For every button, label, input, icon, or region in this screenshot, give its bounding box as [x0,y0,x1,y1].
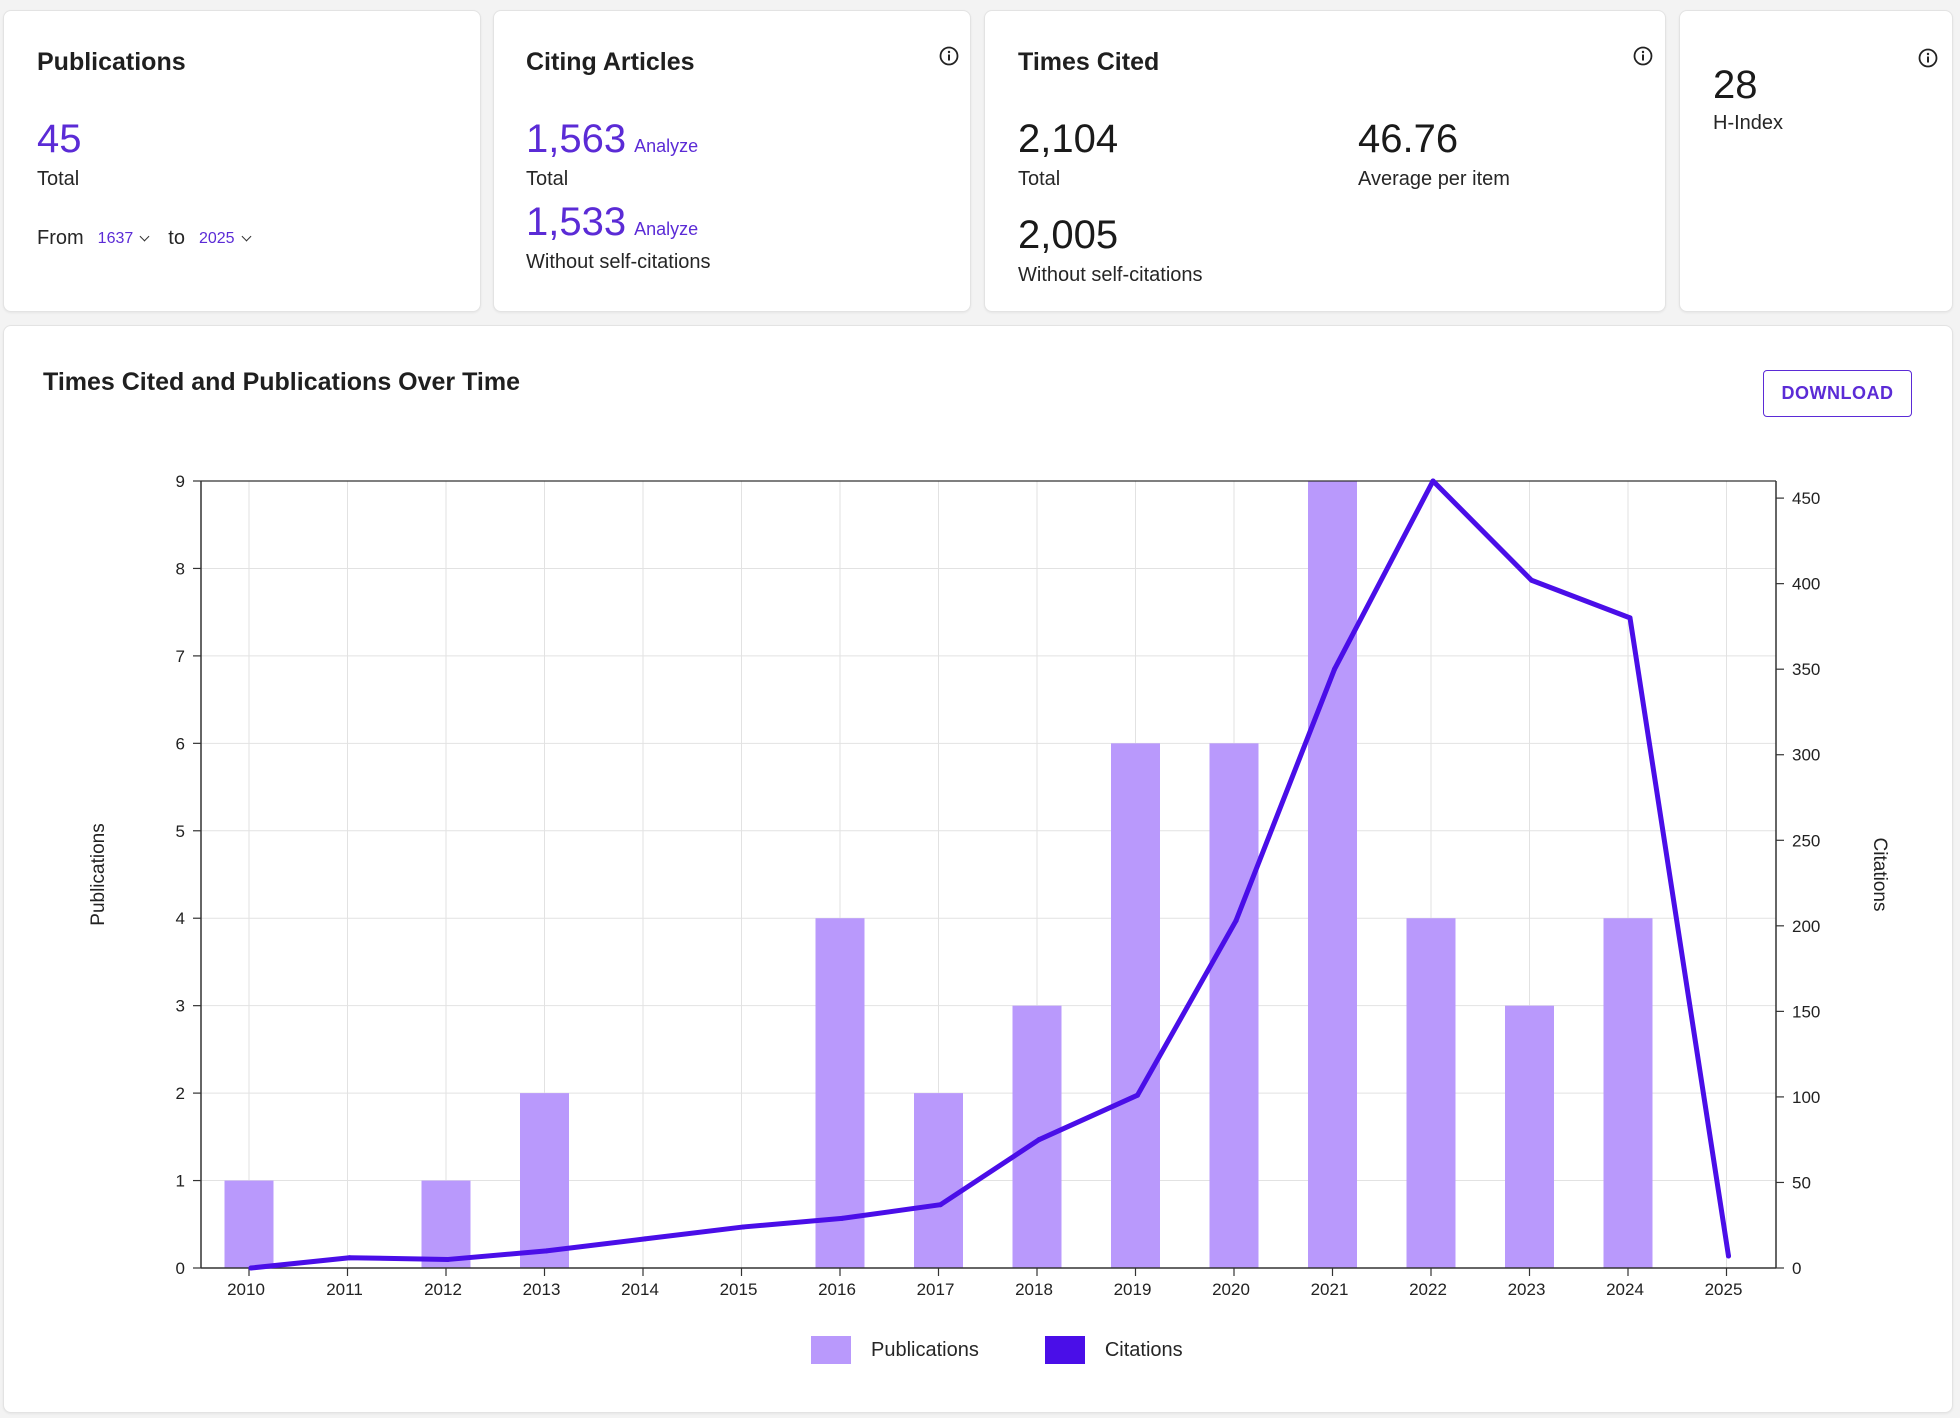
h-index-card: 28 H-Index [1679,10,1953,312]
times-cited-card: Times Cited 2,104 Total 46.76 Average pe… [984,10,1666,312]
h-index-label: H-Index [1713,112,1784,134]
average-per-item-label: Average per item [1358,168,1510,190]
publications-total-value: 45 [37,117,82,161]
publications-card: Publications 45 Total From 1637 to 2025 [3,10,481,312]
citing-articles-card: Citing Articles 1,563 Analyze Total 1,533… [493,10,971,312]
legend-swatch-publications [811,1336,851,1364]
citing-total-row: 1,563 Analyze [526,119,698,159]
download-button[interactable]: DOWNLOAD [1763,370,1912,417]
legend-item-publications[interactable]: Publications [811,1336,979,1364]
year-range: From 1637 to 2025 [37,227,270,250]
citing-without-row: 1,533 Analyze [526,202,698,242]
chart-legend: Publications Citations [811,1336,1249,1364]
chevron-down-icon [241,231,251,242]
citing-without-value: 1,533 [526,200,627,244]
citing-total-label: Total [526,168,569,190]
legend-label-citations: Citations [1104,1338,1183,1361]
citing-articles-title: Citing Articles [526,48,695,76]
from-label: From [37,227,84,249]
average-per-item-value: 46.76 [1358,117,1459,161]
to-label: to [168,227,185,249]
times-cited-total-label: Total [1018,168,1061,190]
chevron-down-icon [139,231,150,242]
from-year-select[interactable]: 1637 [97,229,150,248]
legend-label-publications: Publications [871,1338,979,1361]
info-icon[interactable] [1917,47,1939,69]
publications-total-label: Total [37,168,80,190]
citing-total-value: 1,563 [526,117,627,161]
h-index-value: 28 [1713,63,1758,107]
times-cited-without-value: 2,005 [1018,213,1119,257]
analyze-link[interactable]: Analyze [634,136,699,156]
chart-panel [3,325,1953,1413]
from-year-value: 1637 [97,229,134,247]
info-icon[interactable] [1632,45,1654,67]
to-year-select[interactable]: 2025 [198,229,251,248]
citing-without-label: Without self-citations [526,251,711,273]
times-cited-without-label: Without self-citations [1018,264,1203,286]
times-cited-total-value: 2,104 [1018,117,1119,161]
chart-title: Times Cited and Publications Over Time [43,368,520,396]
info-icon[interactable] [938,45,960,67]
publications-title: Publications [37,48,186,76]
analyze-link[interactable]: Analyze [634,219,699,239]
to-year-value: 2025 [198,229,235,247]
legend-swatch-citations [1044,1336,1085,1364]
legend-item-citations[interactable]: Citations [1044,1336,1183,1364]
times-cited-title: Times Cited [1018,48,1160,76]
